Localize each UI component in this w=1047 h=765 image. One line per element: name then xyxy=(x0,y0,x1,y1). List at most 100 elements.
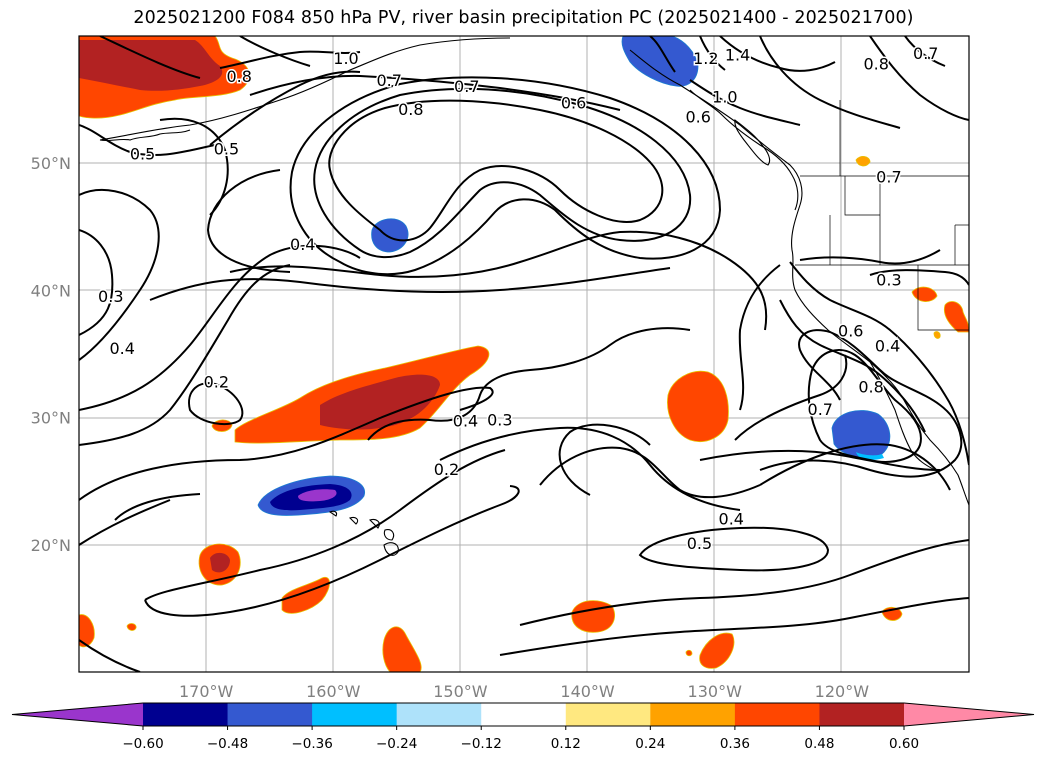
colorbar-tick-label: 0.12 xyxy=(551,736,581,752)
pv-contour xyxy=(558,423,651,496)
precip-blob-small-5 xyxy=(571,600,615,633)
colorbar-extend-low xyxy=(12,703,143,726)
longitude-tick-label: 120°W xyxy=(815,682,870,701)
pv-contour xyxy=(79,499,171,546)
contour-label: 0.2 xyxy=(204,372,229,391)
precip-negative-shading xyxy=(257,36,891,516)
pv-contour xyxy=(79,189,160,361)
pv-contour xyxy=(638,526,830,572)
latitude-ticks: 50°N 40°N 30°N 20°N xyxy=(31,154,71,555)
colorbar-tick-label: −0.48 xyxy=(207,736,248,752)
colorbar-tick-label: −0.60 xyxy=(122,736,163,752)
pv-contour xyxy=(869,36,969,121)
colorbar-tick-label: 0.24 xyxy=(635,736,665,752)
pv-contour xyxy=(79,124,216,156)
colorbar-cell xyxy=(481,703,567,726)
precip-neg-ne-pacific xyxy=(371,218,409,253)
contour-label: 0.7 xyxy=(913,44,938,63)
pv-contour xyxy=(499,597,969,656)
precip-blob-small-1 xyxy=(211,419,233,432)
pv-contour xyxy=(759,36,901,129)
latitude-tick-label: 20°N xyxy=(31,536,71,555)
bc-coast xyxy=(689,89,799,211)
contour-label: 0.3 xyxy=(487,410,512,429)
contour-label: 0.4 xyxy=(110,339,135,358)
contour-label: 0.2 xyxy=(434,460,459,479)
precip-neg-hawaii-core xyxy=(298,489,337,502)
pv-contour xyxy=(79,639,141,672)
pv-contour xyxy=(239,36,311,67)
pv-contour xyxy=(649,36,676,73)
contour-label: 1.4 xyxy=(725,45,750,64)
pv-contour xyxy=(79,386,494,501)
pv-contour xyxy=(144,485,520,617)
map-panel: 1.00.8 0.7 0.70.8 0.60.5 0.51.2 1.41.00.60.80… xyxy=(78,35,970,673)
precip-blob-ne-3 xyxy=(855,156,871,167)
hawaii-islands xyxy=(328,510,395,541)
map-title: 2025021200 F084 850 hPa PV, river basin … xyxy=(133,8,914,28)
pv-contour xyxy=(79,229,114,336)
contour-label: 1.2 xyxy=(693,49,718,68)
colorbar-cell xyxy=(819,703,905,726)
precip-neg-california xyxy=(831,410,891,458)
colorbar-tick-label: 0.36 xyxy=(720,736,750,752)
coastlines xyxy=(99,37,969,556)
contour-label: 0.6 xyxy=(685,108,710,127)
pv-contour xyxy=(289,76,722,276)
precip-blob-small-3 xyxy=(79,614,95,648)
longitude-ticks: 170°W 160°W 150°W 140°W 130°W 120°W xyxy=(179,682,869,701)
hawaii-big xyxy=(383,542,399,556)
colorbar-cells xyxy=(11,702,1035,727)
pv-contour xyxy=(114,493,201,521)
pv-contour xyxy=(99,36,201,79)
colorbar-cell xyxy=(734,703,820,726)
colorbar: −0.60 −0.48 −0.36 −0.24 −0.12 0.12 0.24 0.36 0.4… xyxy=(11,702,1035,752)
alaska-coast xyxy=(99,37,511,141)
contour-label: 0.7 xyxy=(454,77,479,96)
longitude-tick-label: 170°W xyxy=(179,682,234,701)
contour-label: 0.4 xyxy=(875,337,900,356)
contour-label: 0.4 xyxy=(719,510,744,529)
baja-coast xyxy=(869,361,936,471)
colorbar-tick-label: 0.60 xyxy=(889,736,919,752)
pv-contour xyxy=(328,99,664,242)
political-borders xyxy=(795,100,969,331)
contour-labels: 1.00.8 0.7 0.70.8 0.60.5 0.51.2 1.41.00.60.80… xyxy=(97,43,940,555)
pv-contour xyxy=(249,74,621,111)
contour-label: 0.8 xyxy=(398,100,423,119)
pv-contour xyxy=(789,261,969,466)
contour-label: 0.8 xyxy=(858,377,883,396)
pv-contour xyxy=(779,299,926,433)
contour-label: 0.4 xyxy=(290,235,315,254)
contour-label: 0.3 xyxy=(876,270,901,289)
colorbar-cell xyxy=(650,703,736,726)
colorbar-cell xyxy=(565,703,651,726)
longitude-tick-label: 140°W xyxy=(560,682,615,701)
contour-label: 0.8 xyxy=(226,67,251,86)
colorbar-cell xyxy=(227,703,313,726)
pv-contour xyxy=(206,169,291,273)
pv-contour xyxy=(699,36,726,71)
precip-blob-small-6 xyxy=(699,632,735,669)
contour-label: 0.7 xyxy=(377,71,402,90)
contour-label: 0.3 xyxy=(98,287,123,306)
longitude-tick-label: 130°W xyxy=(688,682,743,701)
pv-contour xyxy=(79,264,291,446)
aleutian-chain xyxy=(99,129,191,142)
contour-label: 0.5 xyxy=(687,534,712,553)
precip-blob-ne-5 xyxy=(685,649,693,657)
pv-contour xyxy=(219,50,361,69)
colorbar-tick-label: −0.36 xyxy=(291,736,332,752)
pv-contour xyxy=(759,329,963,478)
pv-contour xyxy=(209,70,361,146)
longitude-tick-label: 150°W xyxy=(433,682,488,701)
latitude-tick-label: 50°N xyxy=(31,154,71,173)
precip-blob-small-4 xyxy=(382,626,422,672)
pv-contour xyxy=(149,267,671,301)
precip-blob-ne-2 xyxy=(943,301,969,333)
precip-blob-subtropical-core xyxy=(320,374,440,430)
pv-contour xyxy=(188,382,244,426)
pv-contour xyxy=(313,87,692,258)
precip-neg-gulf-alaska xyxy=(621,36,699,87)
